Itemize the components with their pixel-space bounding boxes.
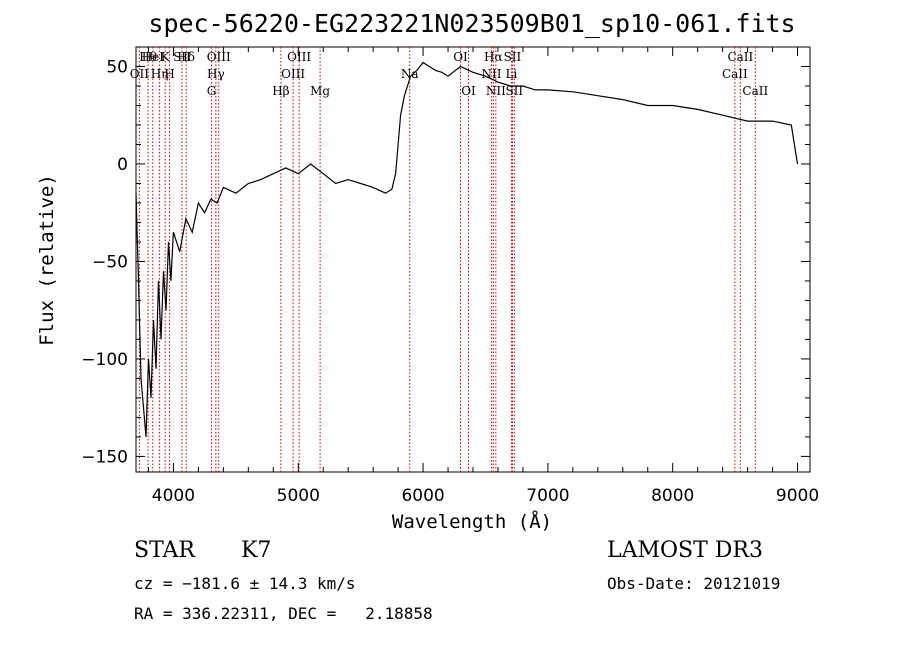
- emission-line-label: OIII: [281, 67, 305, 81]
- redshift-cz: cz = −181.6 ± 14.3 km/s: [134, 574, 356, 593]
- chart-title: spec-56220-EG223221N023509B01_sp10-061.f…: [148, 9, 795, 38]
- x-tick-label: 5000: [277, 486, 320, 506]
- survey-name: LAMOST DR3: [607, 538, 763, 563]
- x-tick-label: 8000: [651, 486, 694, 506]
- x-axis-label: Wavelength (Å): [392, 510, 552, 533]
- y-tick-label: −50: [92, 252, 128, 272]
- emission-line-label: Hγ: [207, 67, 225, 81]
- emission-line-label: NII: [486, 84, 506, 98]
- x-tick-label: 9000: [776, 486, 819, 506]
- emission-line-label: OI: [453, 50, 468, 64]
- emission-line-label: Na: [401, 67, 419, 81]
- emission-line-label: CaII: [722, 67, 748, 81]
- spectrum-line: [135, 61, 799, 437]
- plot-frame: [135, 46, 811, 473]
- x-tick-label: 6000: [401, 486, 444, 506]
- axes: 4000 5000 6000 7000 8000 9000 −150 −100 −50 0 50: [81, 46, 819, 506]
- emission-line-label: CaII: [727, 50, 753, 64]
- emission-line-label: H: [164, 67, 174, 81]
- y-axis-label: Flux (relative): [36, 174, 58, 346]
- x-tick-label: 7000: [526, 486, 569, 506]
- object-subclass: K7: [241, 538, 272, 563]
- emission-line-label: Hα: [484, 50, 503, 64]
- observation-date: Obs-Date: 20121019: [607, 574, 781, 593]
- emission-line-label: CaII: [742, 84, 768, 98]
- emission-line-label: Hβ: [272, 84, 289, 98]
- emission-line-label: Hθ: [139, 50, 157, 64]
- emission-line-label: G: [207, 84, 217, 98]
- emission-line-label: Hδ: [177, 50, 195, 64]
- emission-line-label: SII: [504, 50, 522, 64]
- emission-line-label: OIII: [207, 50, 231, 64]
- emission-line-label: OII: [130, 67, 150, 81]
- y-tick-label: −100: [81, 350, 128, 370]
- emission-line-markers: [138, 47, 756, 472]
- y-tick-label: −150: [81, 447, 128, 467]
- emission-line-label: K: [161, 50, 171, 64]
- emission-line-label: SII: [505, 84, 523, 98]
- emission-line-label: OI: [461, 84, 476, 98]
- emission-line-label: HeI: [142, 50, 165, 64]
- emission-line-label: Mg: [310, 84, 330, 98]
- plot-area: [135, 46, 811, 473]
- y-tick-label: 50: [106, 57, 128, 77]
- emission-line-label: SII: [173, 50, 191, 64]
- ra-dec: RA = 336.22311, DEC = 2.18858: [134, 604, 433, 623]
- spectrum-series: [135, 61, 799, 437]
- emission-line-label: OIII: [287, 50, 311, 64]
- emission-line-label: Li: [506, 67, 518, 81]
- y-tick-label: 0: [117, 155, 128, 175]
- object-class: STAR: [134, 538, 195, 563]
- emission-line-label: Hη: [151, 67, 169, 81]
- emission-line-label: NII: [481, 67, 501, 81]
- x-tick-label: 4000: [152, 486, 195, 506]
